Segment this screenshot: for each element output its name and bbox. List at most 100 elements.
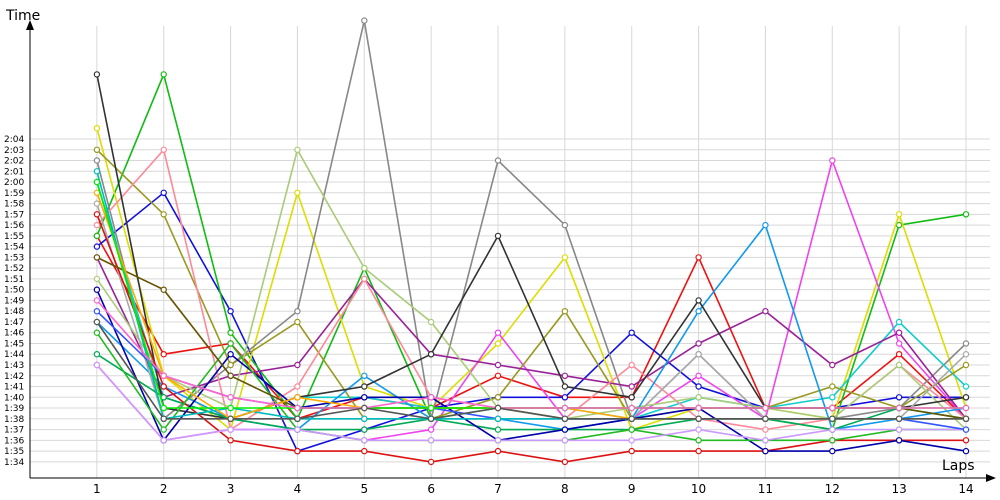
data-point — [361, 372, 368, 379]
x-tick-label: 7 — [494, 482, 502, 496]
series-line — [96, 149, 967, 420]
x-tick-label: 12 — [825, 482, 840, 496]
data-point — [962, 361, 970, 369]
x-axis-arrow — [986, 474, 996, 482]
data-point — [695, 383, 702, 390]
data-point — [93, 211, 101, 218]
data-point — [561, 221, 569, 229]
data-point — [628, 426, 635, 433]
y-tick-label: 2:03 — [4, 146, 24, 156]
x-tick-label: 3 — [227, 482, 235, 496]
y-tick-label: 1:43 — [4, 361, 24, 371]
data-point — [695, 254, 702, 261]
y-tick-label: 1:50 — [4, 286, 24, 296]
data-point — [762, 221, 769, 229]
data-point — [695, 308, 702, 315]
axes — [26, 20, 996, 482]
data-point — [93, 308, 101, 315]
series-line — [96, 171, 966, 420]
x-tick-labels: 1 2 3 4 5 6 7 8 9 10 11 12 13 14 — [93, 482, 974, 496]
data-point — [695, 437, 702, 444]
data-point — [695, 447, 702, 455]
data-point — [427, 426, 435, 433]
data-point — [695, 394, 702, 401]
data-point — [361, 17, 368, 24]
data-point — [93, 318, 101, 326]
data-point — [227, 308, 234, 315]
data-point — [962, 383, 970, 390]
y-tick-label: 1:48 — [4, 307, 24, 317]
data-point — [93, 221, 101, 229]
y-tick-label: 1:58 — [4, 200, 24, 210]
x-tick-label: 2 — [160, 482, 168, 496]
data-point — [494, 415, 502, 422]
data-point — [762, 437, 769, 444]
data-point — [695, 351, 702, 358]
data-point — [361, 383, 368, 390]
data-point — [895, 394, 903, 401]
data-point — [628, 437, 635, 444]
series-line — [96, 353, 967, 431]
data-point — [628, 394, 635, 401]
data-point — [93, 146, 101, 153]
series-line — [96, 223, 967, 431]
data-point — [895, 437, 903, 444]
data-point — [628, 361, 635, 369]
data-point — [294, 308, 301, 315]
data-point — [294, 146, 301, 153]
data-point — [93, 232, 101, 240]
data-point — [494, 437, 502, 444]
data-point — [494, 426, 502, 433]
data-point — [93, 243, 101, 250]
y-axis-arrow — [26, 20, 34, 30]
data-point — [227, 404, 234, 412]
x-tick-label: 4 — [294, 482, 302, 496]
data-point — [427, 415, 435, 422]
data-point — [93, 71, 101, 78]
data-point — [962, 211, 970, 218]
data-point — [829, 404, 836, 412]
y-tick-label: 1:55 — [4, 232, 24, 242]
data-point — [427, 458, 435, 466]
data-point — [494, 372, 502, 379]
data-point — [227, 340, 234, 347]
series-line — [96, 321, 966, 420]
data-point — [895, 404, 903, 412]
y-tick-label: 2:04 — [4, 135, 24, 145]
y-tick-label: 1:59 — [4, 189, 24, 199]
y-tick-label: 1:40 — [4, 393, 24, 403]
data-point — [962, 437, 970, 444]
y-tick-label: 1:35 — [4, 447, 24, 457]
data-point — [561, 254, 569, 261]
data-point — [762, 426, 769, 433]
x-tick-label: 10 — [691, 482, 706, 496]
data-point — [160, 415, 167, 422]
series-line — [96, 299, 966, 409]
data-point — [561, 426, 569, 433]
data-point — [93, 254, 101, 261]
y-tick-labels: 1:341:351:361:371:381:391:401:411:421:43… — [4, 135, 24, 468]
data-point — [93, 297, 101, 304]
data-point — [895, 361, 903, 369]
data-point — [160, 189, 167, 196]
data-point — [160, 383, 167, 390]
data-point — [494, 232, 502, 240]
data-point — [962, 404, 970, 412]
y-tick-label: 2:02 — [4, 157, 24, 167]
data-point — [160, 71, 167, 78]
data-point — [361, 394, 368, 401]
x-tick-label: 13 — [892, 482, 907, 496]
data-point — [427, 437, 435, 444]
y-tick-label: 1:54 — [4, 243, 24, 253]
data-point — [695, 372, 702, 379]
data-point — [361, 275, 368, 283]
data-point — [494, 394, 502, 401]
series-line — [96, 289, 967, 452]
data-point — [227, 394, 234, 401]
data-point — [361, 437, 368, 444]
data-point — [829, 383, 836, 390]
data-point — [494, 404, 502, 412]
data-point — [227, 415, 234, 422]
data-point — [294, 361, 301, 369]
x-tick-label: 5 — [360, 482, 368, 496]
